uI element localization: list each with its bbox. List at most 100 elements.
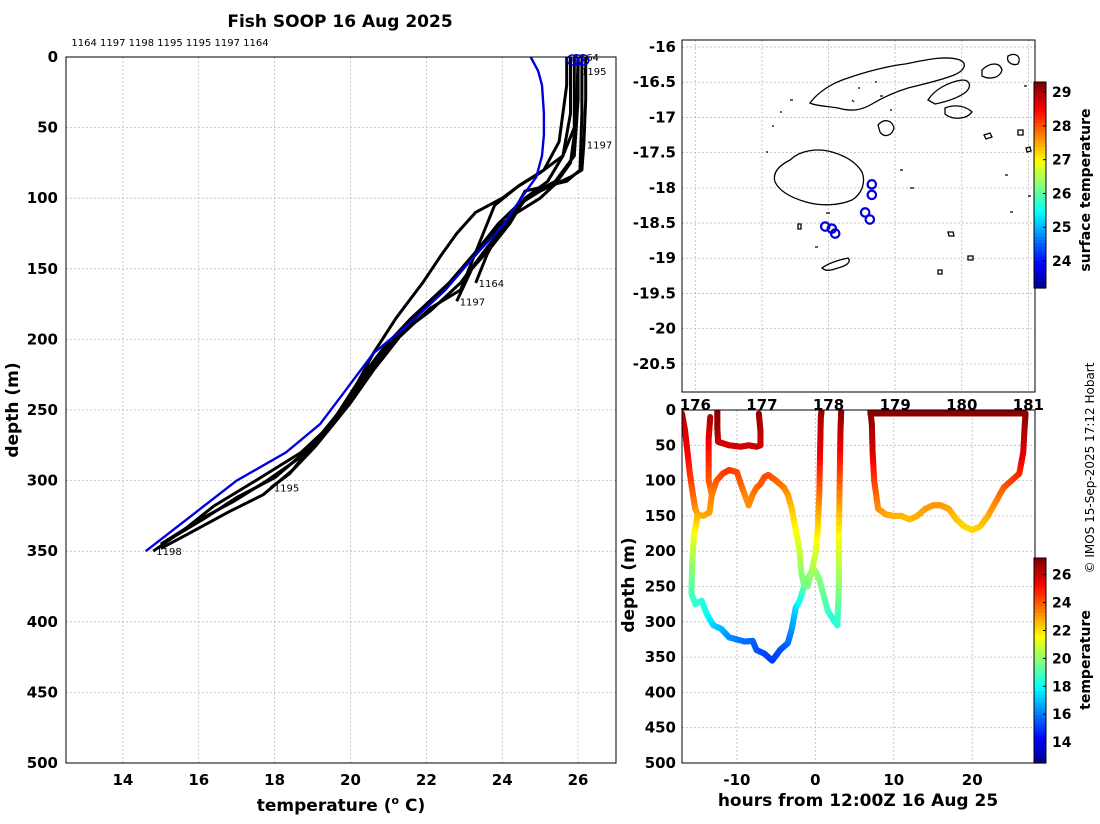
- colorbar-swatch: [1034, 691, 1046, 695]
- colorbar-swatch: [1034, 633, 1046, 637]
- colorbar-swatch: [1034, 650, 1046, 654]
- colorbar-tick-label: 29: [1052, 85, 1071, 101]
- colorbar-swatch: [1034, 558, 1046, 562]
- section-y-tick-label: 450: [645, 719, 676, 737]
- x-tick-label: 18: [264, 771, 285, 789]
- colorbar-swatch: [1034, 749, 1046, 753]
- colorbar-swatch: [1034, 671, 1046, 675]
- map-stations: [821, 180, 876, 238]
- colorbar-swatch: [1034, 247, 1046, 251]
- section-y-tick-label: 250: [645, 578, 676, 596]
- colorbar-swatch: [1034, 233, 1046, 237]
- x-tick-label: 20: [340, 771, 361, 789]
- section-y-tick-label: 300: [645, 613, 676, 631]
- y-tick-label: 250: [27, 401, 58, 419]
- section-plot-data: [682, 410, 1026, 661]
- section-x-tick-label: -10: [723, 771, 750, 789]
- section-x-tick-label: 10: [883, 771, 904, 789]
- map-latitude-label: -20: [649, 320, 676, 338]
- colorbar-swatch: [1034, 596, 1046, 600]
- colorbar-swatch: [1034, 681, 1046, 685]
- colorbar-swatch: [1034, 185, 1046, 189]
- colorbar-swatch: [1034, 698, 1046, 702]
- station-marker: [866, 215, 874, 223]
- y-tick-label: 400: [27, 613, 58, 631]
- colorbar-tick-label: 27: [1052, 153, 1071, 169]
- colorbar-swatch: [1034, 575, 1046, 579]
- colorbar-swatch: [1034, 281, 1046, 285]
- colorbar-swatch: [1034, 267, 1046, 271]
- profile-id-label: 1195: [274, 484, 299, 495]
- coastline-northeast-islands: [945, 54, 1019, 118]
- colorbar-swatch: [1034, 746, 1046, 750]
- profile-x-label: temperature (o C): [257, 794, 426, 816]
- section-y-tick-label: 150: [645, 507, 676, 525]
- colorbar-tick-label: 24: [1052, 254, 1072, 270]
- colorbar-tick-label: 26: [1052, 568, 1071, 584]
- colorbar-swatch: [1034, 609, 1046, 613]
- map-grid: [682, 40, 1035, 392]
- map-longitude-label: 176: [680, 396, 711, 414]
- colorbar-swatch: [1034, 613, 1046, 617]
- colorbar-swatch: [1034, 237, 1046, 241]
- y-tick-label: 50: [37, 119, 58, 137]
- colorbar-swatch: [1034, 151, 1046, 155]
- colorbar-swatch: [1034, 178, 1046, 182]
- colorbar-swatch: [1034, 85, 1046, 89]
- y-tick-label: 200: [27, 330, 58, 348]
- colorbar-swatch: [1034, 729, 1046, 733]
- colorbar-swatch: [1034, 579, 1046, 583]
- colorbar-tick-label: 16: [1052, 707, 1071, 723]
- colorbar-swatch: [1034, 264, 1046, 268]
- y-tick-label: 500: [27, 754, 58, 772]
- colorbar-swatch: [1034, 637, 1046, 641]
- colorbar-swatch: [1034, 130, 1046, 134]
- coastline-ovalau: [878, 121, 894, 136]
- map-latitude-label: -16: [649, 38, 676, 56]
- section-y-tick-label: 200: [645, 542, 676, 560]
- profile-id-list: 1164 1197 1198 1195 1195 1197 1164: [71, 38, 268, 49]
- colorbar-swatch: [1034, 585, 1046, 589]
- station-marker: [868, 191, 876, 199]
- colorbar-swatch: [1034, 626, 1046, 630]
- y-tick-label: 350: [27, 542, 58, 560]
- colorbar-swatch: [1034, 243, 1046, 247]
- coastline-viti-levu: [774, 150, 863, 205]
- y-tick-label: 450: [27, 683, 58, 701]
- temperature-profile-line: [153, 57, 567, 551]
- colorbar-swatch: [1034, 154, 1046, 158]
- colorbar-swatch: [1034, 274, 1046, 278]
- colorbar-tick-label: 24: [1052, 596, 1072, 612]
- colorbar-swatch: [1034, 106, 1046, 110]
- colorbar-swatch: [1034, 134, 1046, 138]
- colorbar-swatch: [1034, 743, 1046, 747]
- colorbar-tick-label: 22: [1052, 624, 1071, 640]
- colorbar-swatch: [1034, 182, 1046, 186]
- colorbar-swatch: [1034, 116, 1046, 120]
- colorbar-swatch: [1034, 705, 1046, 709]
- colorbar-swatch: [1034, 674, 1046, 678]
- profile-id-label: 1164: [479, 279, 504, 290]
- colorbar-swatch: [1034, 719, 1046, 723]
- colorbar-tick-label: 28: [1052, 119, 1071, 135]
- map-frame: [682, 40, 1035, 392]
- profile-id-label: 1197: [460, 297, 485, 308]
- colorbar-swatch: [1034, 736, 1046, 740]
- colorbar-swatch: [1034, 620, 1046, 624]
- colorbar-swatch: [1034, 209, 1046, 213]
- map-latitude-label: -18: [649, 179, 676, 197]
- colorbar-swatch: [1034, 688, 1046, 692]
- profile-y-label: depth (m): [3, 362, 23, 457]
- colorbar-swatch: [1034, 202, 1046, 206]
- map-latitude-label: -18.5: [633, 214, 676, 232]
- section-y-tick-label: 400: [645, 683, 676, 701]
- colorbar-swatch: [1034, 661, 1046, 665]
- colorbar-swatch: [1034, 568, 1046, 572]
- section-plot-grid: [682, 410, 1035, 763]
- colorbar-swatch: [1034, 271, 1046, 275]
- x-tick-label: 24: [492, 771, 513, 789]
- surface-temperature-colorbar-label: surface temperature: [1078, 108, 1094, 271]
